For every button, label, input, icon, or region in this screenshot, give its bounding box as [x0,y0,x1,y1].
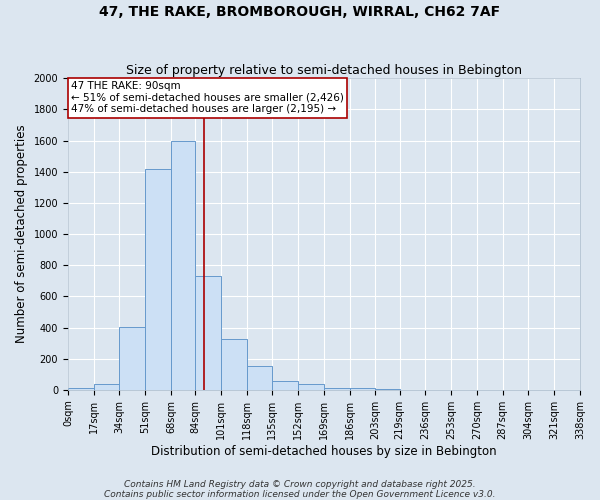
Text: 47 THE RAKE: 90sqm
← 51% of semi-detached houses are smaller (2,426)
47% of semi: 47 THE RAKE: 90sqm ← 51% of semi-detache… [71,82,344,114]
Bar [68,388,94,390]
Bar [272,382,298,390]
Bar [94,384,119,390]
Text: 47, THE RAKE, BROMBOROUGH, WIRRAL, CH62 7AF: 47, THE RAKE, BROMBOROUGH, WIRRAL, CH62 … [100,5,500,19]
Bar [350,388,376,390]
Bar [171,140,195,390]
Bar [195,276,221,390]
Bar [376,389,400,390]
Title: Size of property relative to semi-detached houses in Bebington: Size of property relative to semi-detach… [126,64,522,77]
Bar [298,384,324,390]
Bar [247,366,272,390]
X-axis label: Distribution of semi-detached houses by size in Bebington: Distribution of semi-detached houses by … [151,444,497,458]
Text: Contains HM Land Registry data © Crown copyright and database right 2025.
Contai: Contains HM Land Registry data © Crown c… [104,480,496,499]
Y-axis label: Number of semi-detached properties: Number of semi-detached properties [15,124,28,344]
Bar [221,339,247,390]
Bar [324,388,350,390]
Bar [145,168,171,390]
Bar [119,326,145,390]
